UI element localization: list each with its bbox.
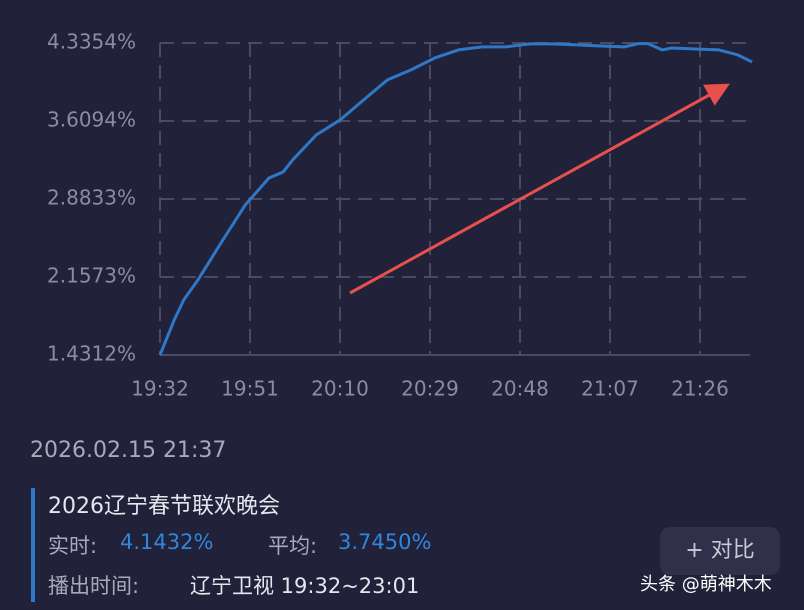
y-tick-label: 4.3354% <box>47 30 136 54</box>
y-tick-label: 3.6094% <box>47 107 136 131</box>
annotation-arrow <box>349 83 730 295</box>
broadcast-label: 播出时间: <box>48 574 140 598</box>
average-value: 3.7450% <box>338 530 432 554</box>
x-tick-label: 20:48 <box>491 377 549 401</box>
accent-bar <box>31 488 35 602</box>
x-tick-label: 21:26 <box>671 377 729 401</box>
broadcast-value: 辽宁卫视 19:32~23:01 <box>190 574 420 598</box>
x-tick-label: 21:07 <box>581 377 639 401</box>
y-tick-label: 2.1573% <box>47 263 136 287</box>
x-tick-label: 19:51 <box>221 377 279 401</box>
series-line <box>158 42 753 356</box>
program-title: 2026辽宁春节联欢晚会 <box>48 494 280 519</box>
datetime: 2026.02.15 21:37 <box>30 438 227 463</box>
compare-button[interactable]: + 对比 <box>660 527 780 575</box>
x-tick-label: 19:32 <box>131 377 189 401</box>
y-tick-label: 1.4312% <box>47 342 136 366</box>
x-tick-label: 20:29 <box>401 377 459 401</box>
realtime-value: 4.1432% <box>120 530 214 554</box>
average-label: 平均: <box>268 534 318 558</box>
watermark: 头条 @萌神木木 <box>640 574 772 595</box>
realtime-label: 实时: <box>48 534 98 558</box>
chart: 1.4312% 2.1573% 2.8833% 3.6094% 4.3354% 19:32… <box>47 30 753 401</box>
x-tick-label: 20:10 <box>311 377 369 401</box>
y-tick-label: 2.8833% <box>47 186 136 210</box>
